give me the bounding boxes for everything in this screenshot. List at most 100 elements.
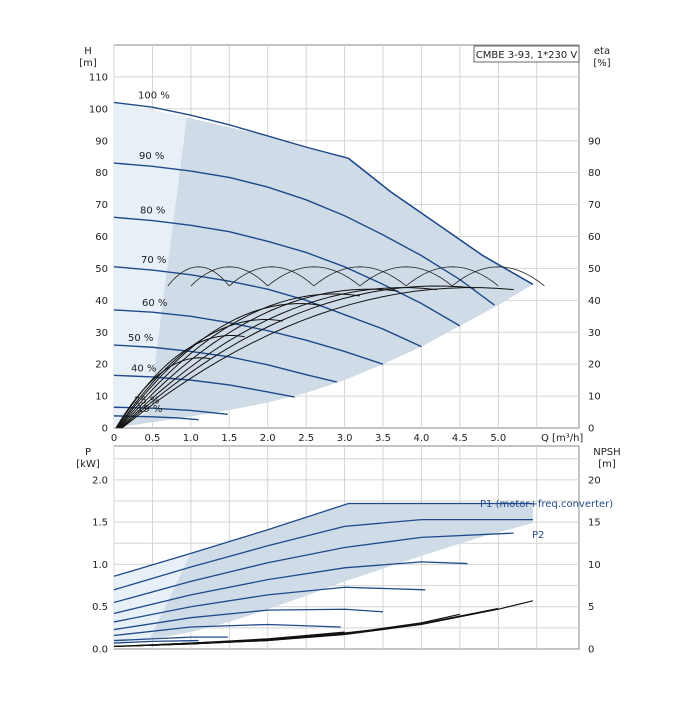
power-envelope-area bbox=[114, 503, 533, 643]
flow-tick-label: 1.0 bbox=[183, 433, 199, 444]
power-curve bbox=[113, 518, 533, 591]
efficiency-curve bbox=[116, 319, 284, 429]
efficiency-curve bbox=[119, 288, 399, 429]
efficiency-dome bbox=[190, 266, 268, 287]
eta-tick-label: 70 bbox=[588, 200, 601, 211]
npsh-curves bbox=[113, 600, 534, 648]
power-curve bbox=[113, 639, 199, 644]
power-axis-unit: [kW] bbox=[76, 459, 100, 470]
power-curve bbox=[113, 623, 341, 637]
flow-tick-label: 3.0 bbox=[337, 433, 353, 444]
efficiency-dome bbox=[229, 266, 315, 287]
chart-title: CMBE 3-93, 1*230 V bbox=[476, 50, 578, 61]
max-envelope-edge bbox=[347, 157, 534, 285]
eta-tick-label: 30 bbox=[588, 328, 601, 339]
power-tick-label: 0.0 bbox=[92, 645, 108, 656]
flow-tick-label: 4.5 bbox=[452, 433, 468, 444]
head-tick-label: 10 bbox=[95, 392, 108, 403]
speed-curve-label: 90 % bbox=[139, 151, 164, 162]
speed-curve-label: 70 % bbox=[141, 255, 166, 266]
speed-curve bbox=[113, 216, 461, 327]
npsh-curve bbox=[113, 631, 345, 648]
efficiency-curve bbox=[120, 287, 437, 429]
efficiency-curve bbox=[120, 285, 476, 429]
efficiency-dome bbox=[405, 266, 499, 287]
head-tick-label: 40 bbox=[95, 296, 108, 307]
npsh-tick-label: 0 bbox=[588, 645, 594, 656]
efficiency-curve bbox=[115, 357, 211, 429]
power-operating-envelope bbox=[114, 503, 533, 644]
power-curve bbox=[113, 608, 384, 631]
p1-label: P1 (motor+freq.converter) bbox=[480, 499, 613, 510]
head-tick-label: 90 bbox=[95, 136, 108, 147]
npsh-tick-label: 5 bbox=[588, 602, 594, 613]
speed-curve-label: 40 % bbox=[131, 363, 156, 374]
efficiency-dome bbox=[167, 266, 230, 287]
head-axis-label: H bbox=[84, 46, 92, 57]
power-tick-label: 2.0 bbox=[92, 475, 108, 486]
flow-tick-label: 1.5 bbox=[221, 433, 237, 444]
flow-tick-label: 0 bbox=[111, 433, 117, 444]
efficiency-curve bbox=[117, 303, 322, 429]
head-tick-label: 80 bbox=[95, 168, 108, 179]
efficiency-curves bbox=[115, 266, 545, 429]
eta-tick-label: 20 bbox=[588, 360, 601, 371]
power-tick-label: 1.5 bbox=[92, 518, 108, 529]
speed-curve-label: 50 % bbox=[128, 333, 153, 344]
power-tick-label: 0.5 bbox=[92, 602, 108, 613]
npsh-tick-label: 20 bbox=[588, 475, 601, 486]
head-tick-label: 110 bbox=[89, 72, 108, 83]
speed-curve bbox=[113, 344, 338, 383]
speed-curve-label: 25 % bbox=[134, 395, 159, 406]
head-speed-curves: 100 % 90 % 80 % 70 % 60 % 50 % 40 % 25 %19 % bbox=[113, 90, 534, 421]
speed-curve bbox=[113, 266, 422, 348]
eta-axis-unit: [%] bbox=[593, 58, 610, 69]
efficiency-curve bbox=[121, 287, 514, 429]
efficiency-dome bbox=[313, 266, 407, 287]
speed-curve bbox=[113, 374, 295, 398]
eta-tick-label: 10 bbox=[588, 392, 601, 403]
speed-curve-label: 80 % bbox=[140, 205, 165, 216]
efficiency-dome bbox=[359, 266, 453, 287]
flow-tick-label: 2.0 bbox=[260, 433, 276, 444]
head-envelope-area bbox=[114, 102, 533, 428]
power-curve bbox=[113, 561, 468, 615]
title-box bbox=[473, 45, 580, 63]
eta-axis-label: eta bbox=[594, 46, 610, 57]
eta-tick-label: 60 bbox=[588, 232, 601, 243]
flow-tick-label: 3.5 bbox=[375, 433, 391, 444]
power-low-flow-area bbox=[114, 553, 191, 644]
head-tick-label: 50 bbox=[95, 264, 108, 275]
head-tick-label: 30 bbox=[95, 328, 108, 339]
npsh-axis-unit: [m] bbox=[598, 459, 616, 470]
power-tick-label: 1.0 bbox=[92, 560, 108, 571]
power-axis-label: P bbox=[85, 447, 91, 458]
head-tick-label: 0 bbox=[102, 424, 108, 435]
speed-curve bbox=[113, 415, 199, 421]
power-curves bbox=[113, 502, 533, 644]
head-tick-label: 100 bbox=[89, 104, 108, 115]
speed-curve bbox=[113, 162, 495, 306]
efficiency-curve bbox=[118, 293, 361, 429]
speed-curve-label: 60 % bbox=[142, 298, 167, 309]
power-curve bbox=[113, 502, 533, 577]
speed-curve-label: 19 % bbox=[137, 404, 162, 415]
npsh-tick-label: 15 bbox=[588, 518, 601, 529]
power-curve bbox=[113, 636, 228, 642]
flow-axis-label: Q [m³/h] bbox=[541, 433, 583, 444]
eta-tick-label: 40 bbox=[588, 296, 601, 307]
head-tick-label: 60 bbox=[95, 232, 108, 243]
flow-tick-label: 2.5 bbox=[298, 433, 314, 444]
eta-tick-label: 90 bbox=[588, 136, 601, 147]
head-axis-unit: [m] bbox=[79, 58, 97, 69]
flow-tick-label: 0.5 bbox=[144, 433, 160, 444]
efficiency-dome bbox=[267, 266, 361, 287]
power-curve bbox=[113, 586, 426, 623]
npsh-axis-label: NPSH bbox=[593, 447, 620, 458]
speed-curve bbox=[113, 309, 384, 365]
head-tick-label: 70 bbox=[95, 200, 108, 211]
power-curve bbox=[113, 532, 514, 604]
